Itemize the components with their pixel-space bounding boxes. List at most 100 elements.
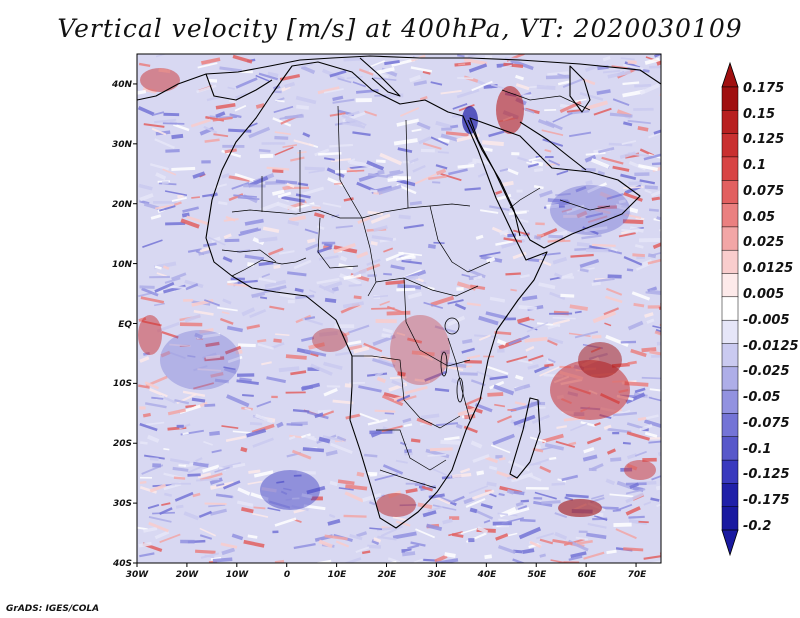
field-streak bbox=[222, 298, 232, 305]
field-streak bbox=[287, 219, 300, 226]
field-streak bbox=[376, 66, 395, 75]
field-streak bbox=[499, 457, 506, 461]
field-streak bbox=[182, 390, 206, 398]
field-streak bbox=[397, 147, 413, 154]
field-streak bbox=[382, 328, 393, 334]
lon-label: 10E bbox=[328, 570, 348, 580]
field-streak bbox=[489, 205, 510, 211]
field-streak bbox=[203, 242, 217, 247]
field-streak bbox=[555, 440, 576, 448]
colorbar-label: -0.075 bbox=[743, 416, 790, 431]
field-streak bbox=[532, 447, 544, 453]
field-streak bbox=[618, 199, 626, 204]
field-streak bbox=[476, 526, 489, 534]
field-streak bbox=[291, 449, 312, 460]
field-streak bbox=[552, 317, 576, 320]
field-streak bbox=[235, 349, 243, 355]
field-streak bbox=[525, 345, 535, 352]
field-streak bbox=[293, 474, 302, 477]
field-streak bbox=[659, 92, 661, 104]
field-streak bbox=[638, 163, 659, 172]
field-streak bbox=[335, 225, 353, 229]
field-streak bbox=[643, 501, 652, 506]
field-streak bbox=[508, 334, 530, 346]
colorbar-cell bbox=[721, 180, 739, 205]
field-streak bbox=[578, 530, 588, 534]
field-streak bbox=[514, 383, 531, 392]
field-streak bbox=[227, 86, 236, 90]
field-streak bbox=[562, 276, 575, 279]
field-streak bbox=[243, 184, 266, 188]
field-streak bbox=[602, 56, 611, 62]
field-streak bbox=[210, 481, 235, 490]
field-streak bbox=[419, 95, 428, 101]
field-streak bbox=[486, 481, 497, 487]
field-streak bbox=[171, 133, 184, 140]
field-streak bbox=[622, 89, 646, 98]
field-streak bbox=[283, 487, 292, 491]
field-streak bbox=[251, 512, 269, 518]
field-streak bbox=[468, 485, 489, 495]
field-streak bbox=[410, 541, 426, 547]
field-streak bbox=[620, 340, 637, 344]
field-streak bbox=[266, 376, 286, 384]
field-streak bbox=[638, 520, 649, 524]
field-streak bbox=[464, 396, 483, 407]
field-streak bbox=[274, 146, 294, 156]
field-streak bbox=[496, 339, 507, 346]
field-streak bbox=[346, 169, 365, 173]
field-streak bbox=[159, 205, 176, 212]
field-streak bbox=[142, 412, 151, 418]
field-streak bbox=[466, 302, 481, 307]
field-streak bbox=[159, 507, 173, 515]
field-streak bbox=[409, 74, 422, 83]
field-streak bbox=[548, 159, 561, 167]
field-streak bbox=[524, 107, 540, 115]
field-streak bbox=[178, 423, 191, 430]
iberia-coastline bbox=[205, 73, 273, 101]
colorbar-cell bbox=[721, 413, 739, 438]
field-streak bbox=[405, 487, 418, 494]
grads-credit: GrADS: IGES/COLA bbox=[6, 604, 100, 614]
field-streak bbox=[514, 472, 534, 482]
field-streak bbox=[547, 323, 561, 330]
field-streak bbox=[587, 215, 608, 224]
field-streak bbox=[443, 436, 460, 441]
field-streak bbox=[143, 123, 165, 128]
field-streak bbox=[478, 315, 499, 326]
field-streak bbox=[552, 256, 568, 265]
field-streak bbox=[232, 54, 253, 64]
field-streak bbox=[218, 201, 228, 206]
field-streak bbox=[623, 547, 644, 552]
field-streak bbox=[456, 281, 477, 291]
field-streak bbox=[460, 467, 471, 474]
field-streak bbox=[649, 388, 661, 392]
field-streak bbox=[374, 473, 398, 482]
field-streak bbox=[273, 338, 282, 343]
field-streak bbox=[140, 441, 148, 445]
field-streak bbox=[503, 237, 523, 243]
field-streak bbox=[192, 461, 209, 468]
field-streak bbox=[593, 277, 615, 283]
field-streak bbox=[591, 335, 602, 339]
field-streak bbox=[369, 527, 383, 531]
field-streak bbox=[414, 378, 431, 383]
field-streak bbox=[256, 400, 272, 408]
axis-ticks bbox=[133, 83, 637, 567]
field-streak bbox=[585, 152, 606, 156]
field-streak bbox=[358, 68, 374, 76]
field-streak bbox=[246, 324, 261, 330]
field-streak bbox=[367, 210, 383, 216]
field-streak bbox=[648, 208, 659, 212]
field-streak bbox=[164, 190, 188, 197]
lon-label: 30E bbox=[428, 570, 448, 580]
field-streak bbox=[429, 447, 453, 452]
field-streak bbox=[576, 210, 588, 219]
field-streak bbox=[456, 88, 480, 99]
field-streak bbox=[247, 480, 263, 485]
field-streak bbox=[518, 305, 537, 311]
field-streak bbox=[584, 100, 609, 111]
field-streak bbox=[507, 506, 530, 516]
field-streak bbox=[430, 81, 443, 86]
field-streak bbox=[368, 501, 376, 506]
